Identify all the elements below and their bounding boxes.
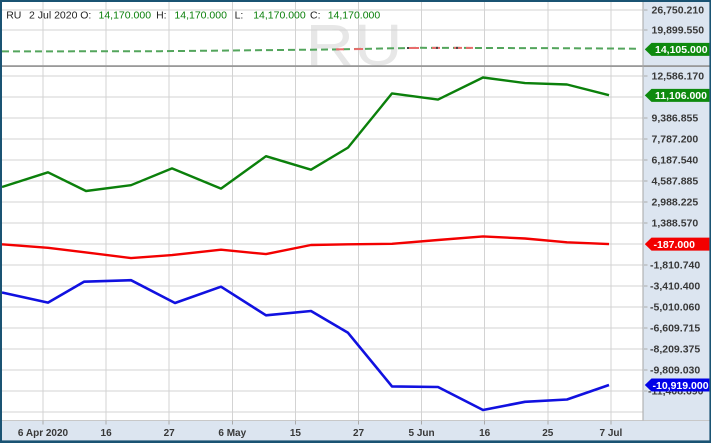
svg-text:1,388.570: 1,388.570 [652, 217, 699, 229]
svg-text:O:: O: [80, 10, 91, 22]
svg-text:2 Jul 2020: 2 Jul 2020 [29, 10, 78, 22]
svg-text:-6,609.715: -6,609.715 [650, 322, 700, 334]
svg-text:6 Apr 2020: 6 Apr 2020 [18, 428, 69, 439]
svg-text:27: 27 [164, 428, 176, 439]
svg-text:15: 15 [290, 428, 302, 439]
svg-text:16: 16 [101, 428, 113, 439]
svg-text:-1,810.740: -1,810.740 [650, 259, 700, 271]
svg-text:-10,919.000: -10,919.000 [653, 380, 709, 392]
svg-text:27: 27 [353, 428, 365, 439]
svg-text:2,988.225: 2,988.225 [652, 196, 699, 208]
svg-text:RU: RU [306, 13, 403, 78]
svg-text:25: 25 [542, 428, 554, 439]
svg-text:4,587.885: 4,587.885 [652, 175, 699, 187]
svg-text:16: 16 [479, 428, 491, 439]
svg-text:11,106.000: 11,106.000 [655, 90, 707, 102]
svg-text:19,899.550: 19,899.550 [652, 24, 705, 36]
svg-text:-3,410.400: -3,410.400 [650, 280, 700, 292]
svg-text:12,586.170: 12,586.170 [652, 70, 705, 82]
svg-text:-9,809.030: -9,809.030 [650, 364, 700, 376]
svg-text:5 Jun: 5 Jun [409, 428, 435, 439]
svg-text:H:: H: [156, 10, 167, 22]
svg-text:-8,209.375: -8,209.375 [650, 343, 700, 355]
svg-text:6 May: 6 May [218, 428, 246, 439]
svg-text:RU: RU [6, 10, 21, 22]
svg-text:14,105.000: 14,105.000 [655, 44, 708, 56]
svg-text:9,386.855: 9,386.855 [652, 112, 699, 124]
svg-text:6,187.540: 6,187.540 [652, 154, 699, 166]
svg-text:26,750.210: 26,750.210 [652, 4, 705, 16]
svg-text:14,170.000: 14,170.000 [328, 10, 381, 22]
svg-text:-5,010.060: -5,010.060 [650, 301, 700, 313]
svg-text:C:: C: [310, 10, 321, 22]
svg-text:7 Jul: 7 Jul [600, 428, 623, 439]
svg-text:14,170.000: 14,170.000 [99, 10, 152, 22]
svg-text:14,170.000: 14,170.000 [174, 10, 227, 22]
svg-text:14,170.000: 14,170.000 [253, 10, 306, 22]
svg-text:-187.000: -187.000 [654, 239, 696, 251]
svg-text:7,787.200: 7,787.200 [652, 133, 699, 145]
svg-text:L:: L: [235, 10, 244, 22]
